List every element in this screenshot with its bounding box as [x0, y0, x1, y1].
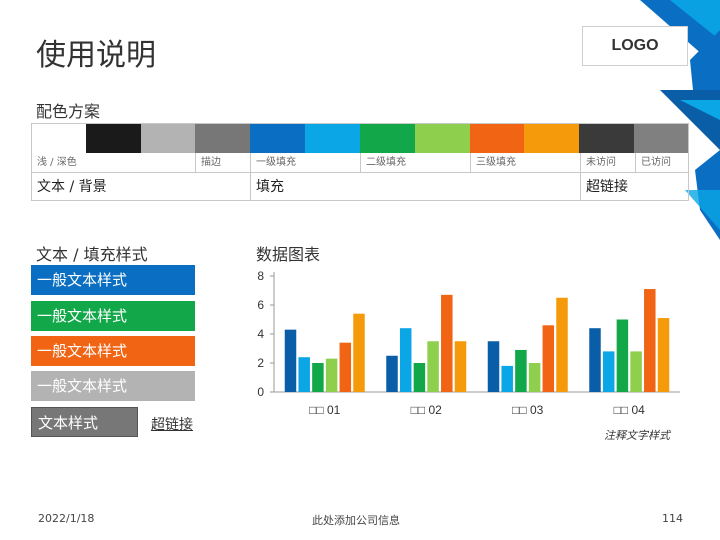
label-visited: 已访问 — [635, 153, 689, 173]
color-swatch — [524, 123, 580, 153]
chart-bar — [589, 328, 601, 392]
swatch-row — [31, 123, 689, 153]
y-tick-label: 8 — [257, 269, 264, 283]
corner-decoration — [640, 0, 720, 240]
chart-bar — [312, 363, 324, 392]
category-fill: 填充 — [250, 173, 580, 201]
color-swatch — [634, 123, 689, 153]
page-number: 114 — [662, 512, 683, 525]
palette-categories: 文本 / 背景 填充 超链接 — [31, 173, 689, 201]
color-swatch — [359, 123, 415, 153]
logo: LOGO — [582, 26, 688, 66]
category-text-bg: 文本 / 背景 — [31, 173, 250, 201]
y-tick-label: 0 — [257, 385, 264, 399]
label-fill3: 三级填充 — [470, 153, 580, 173]
chart-bar — [630, 351, 642, 392]
chart-bar — [441, 294, 453, 392]
chart-bar — [501, 365, 513, 392]
chart-bar — [325, 358, 338, 392]
chart-bar — [353, 313, 365, 392]
text-style-box-orange: 一般文本样式 — [31, 336, 195, 366]
y-tick-label: 4 — [257, 327, 264, 341]
color-swatch — [195, 123, 251, 153]
chart-bar — [454, 341, 467, 392]
color-swatch — [31, 123, 86, 153]
footer-date: 2022/1/18 — [38, 512, 95, 525]
text-style-box-blue: 一般文本样式 — [31, 265, 195, 295]
chart-bar — [284, 329, 297, 392]
chart-bar — [298, 357, 310, 392]
category-hyperlink: 超链接 — [580, 173, 689, 201]
chart-bar — [528, 363, 541, 392]
chart-bar — [487, 341, 500, 392]
x-category-label: □□ 03 — [512, 403, 544, 417]
x-category-label: □□ 04 — [614, 403, 646, 417]
text-fill-title: 文本 / 填充样式 — [36, 245, 148, 264]
chart-bar — [556, 297, 568, 392]
page-title: 使用说明 — [36, 38, 156, 73]
chart-bar — [413, 363, 426, 392]
hyperlink-sample[interactable]: 超链接 — [151, 417, 193, 433]
chart-bar — [515, 349, 527, 392]
color-swatch — [305, 123, 360, 153]
color-swatch — [85, 123, 141, 153]
y-tick-label: 6 — [257, 298, 264, 312]
text-style-box-gray: 一般文本样式 — [31, 371, 195, 401]
color-swatch — [469, 123, 525, 153]
chart-bar — [399, 328, 412, 392]
x-category-label: □□ 01 — [309, 403, 341, 417]
bar-chart: 0 2 4 6 8 □□ 01 □□ 02 □□ 03 □□ 04 — [257, 269, 680, 417]
label-light-dark: 浅 / 深色 — [31, 153, 195, 173]
chart-bar — [644, 289, 656, 392]
color-swatch — [414, 123, 470, 153]
footer-company: 此处添加公司信息 — [312, 514, 400, 527]
y-tick-label: 2 — [257, 356, 264, 370]
color-swatch — [140, 123, 196, 153]
chart-bar — [542, 325, 555, 392]
color-swatch — [579, 123, 635, 153]
label-fill2: 二级填充 — [360, 153, 470, 173]
color-scheme-title: 配色方案 — [36, 102, 101, 121]
label-unvisited: 未访问 — [580, 153, 635, 173]
chart-title: 数据图表 — [256, 245, 321, 264]
color-palette: 浅 / 深色 描边 一级填充 二级填充 三级填充 未访问 已访问 文本 / 背景… — [31, 123, 689, 201]
chart-bar — [657, 318, 670, 392]
chart-bar — [602, 351, 615, 392]
label-stroke: 描边 — [195, 153, 250, 173]
label-fill1: 一级填充 — [250, 153, 360, 173]
chart-bar — [386, 355, 398, 392]
text-style-box-green: 一般文本样式 — [31, 301, 195, 331]
color-swatch — [250, 123, 306, 153]
palette-labels: 浅 / 深色 描边 一级填充 二级填充 三级填充 未访问 已访问 — [31, 153, 689, 173]
text-style-box-dark: 文本样式 — [31, 407, 138, 437]
chart-bar — [339, 342, 352, 392]
x-category-label: □□ 02 — [411, 403, 443, 417]
annotation-text: 注释文字样式 — [604, 429, 670, 442]
chart-bar — [427, 341, 439, 392]
chart-bar — [616, 319, 629, 392]
